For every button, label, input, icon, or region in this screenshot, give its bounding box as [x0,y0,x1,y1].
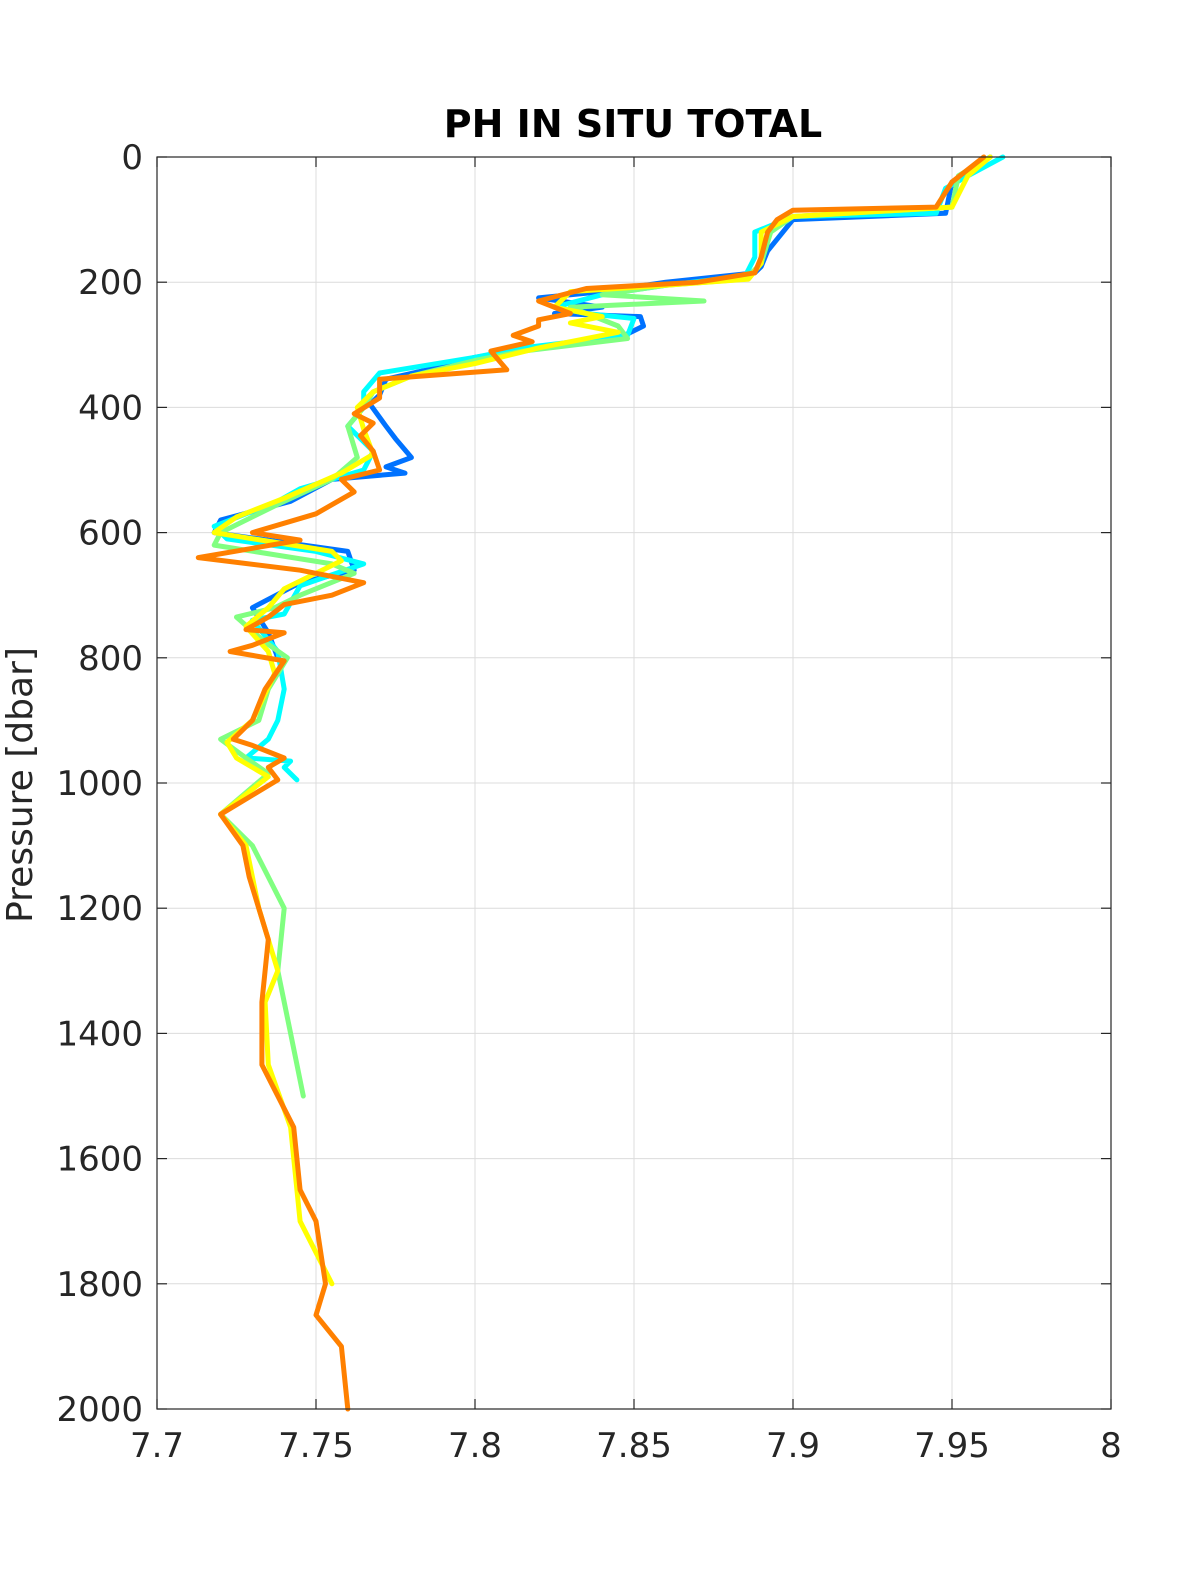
y-tick-label: 1200 [56,889,143,929]
x-tick-label: 7.75 [278,1426,354,1466]
y-tick-label: 1400 [56,1014,143,1054]
x-tick-label: 7.7 [130,1426,184,1466]
x-tick-label: 7.8 [448,1426,502,1466]
y-axis-label: Pressure [dbar] [0,647,41,923]
x-tick-label: 8 [1100,1426,1122,1466]
chart-title: PH IN SITU TOTAL [444,102,822,146]
x-tick-label: 7.95 [914,1426,990,1466]
y-tick-label: 1600 [56,1140,143,1180]
y-tick-label: 1800 [56,1265,143,1305]
y-tick-label: 0 [121,138,143,178]
y-tick-labels: 0 200 400 600 800 1000 1200 1400 1600 1800 2000 [56,138,143,1430]
ticks [156,156,1112,1410]
x-tick-label: 7.85 [596,1426,672,1466]
x-tick-label: 7.9 [766,1426,820,1466]
y-tick-label: 1000 [56,764,143,804]
y-tick-label: 800 [78,639,143,679]
y-tick-label: 400 [78,388,143,428]
y-tick-label: 2000 [56,1390,143,1430]
y-tick-label: 200 [78,263,143,303]
series-line-5 [195,154,987,1412]
x-tick-labels: 7.7 7.75 7.8 7.85 7.9 7.95 8 [130,1426,1122,1466]
series-group [195,154,1006,1412]
y-tick-label: 600 [78,514,143,554]
